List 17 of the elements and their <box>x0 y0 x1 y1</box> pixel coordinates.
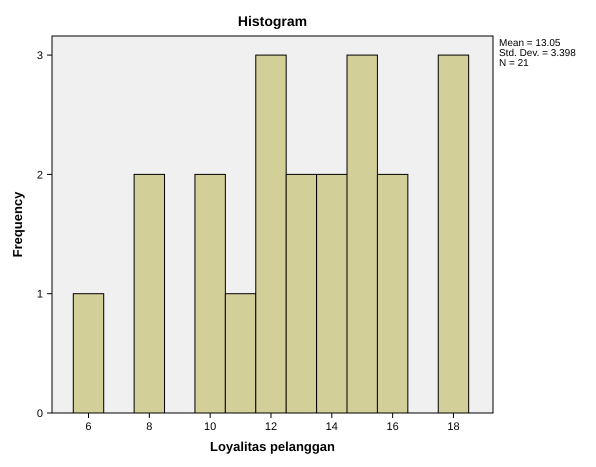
x-tick-label: 14 <box>326 421 338 433</box>
y-tick-label: 3 <box>36 50 43 62</box>
x-axis-title: Loyalitas pelanggan <box>210 439 336 454</box>
x-tick-label: 12 <box>264 421 278 433</box>
y-axis-title: Frequency <box>10 190 25 258</box>
x-tick-label: 8 <box>146 421 152 433</box>
y-tick-label: 2 <box>36 169 43 182</box>
chart-title: Histogram <box>238 13 308 29</box>
x-tick-label: 10 <box>204 421 216 433</box>
text: Mean = 13.05 <box>499 38 561 49</box>
x-tick-label: 18 <box>447 421 460 433</box>
x-tick-label: 6 <box>85 421 92 433</box>
text: N = 21 <box>499 58 530 69</box>
y-tick-label: 1 <box>36 288 43 301</box>
y-tick-label: 0 <box>36 408 43 420</box>
text: Std. Dev. = 3.398 <box>499 48 576 59</box>
x-tick-label: 16 <box>386 421 399 433</box>
